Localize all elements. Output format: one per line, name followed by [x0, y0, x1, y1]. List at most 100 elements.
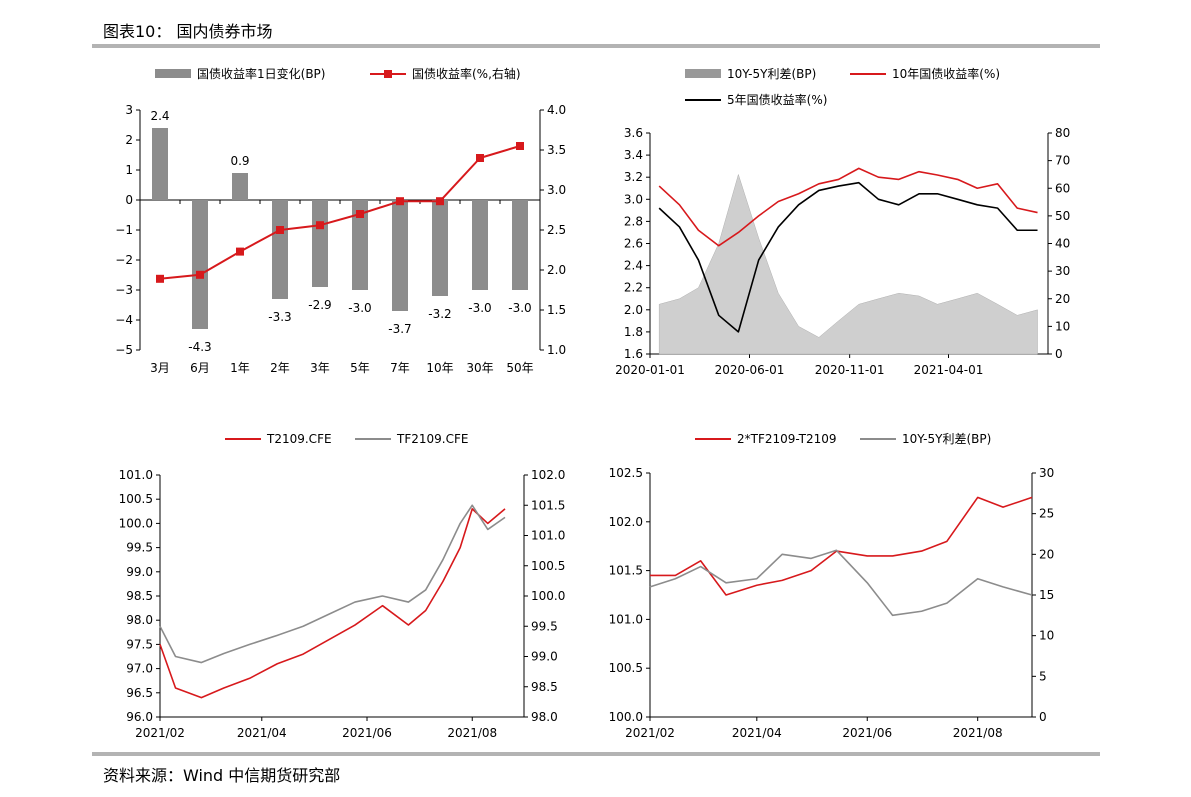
x-tick-label: 1年 [230, 361, 250, 375]
left-tick-label: −2 [115, 253, 133, 267]
left-tick-label: 100.0 [119, 516, 153, 530]
bar-data-label: -3.0 [508, 301, 531, 315]
bar-data-label: 2.4 [150, 109, 169, 123]
yield-point [356, 210, 364, 218]
bar [152, 128, 168, 200]
left-tick-label: 102.5 [609, 466, 643, 480]
left-tick-label: 1.8 [624, 325, 643, 339]
bar [432, 200, 448, 296]
bar [312, 200, 328, 287]
left-tick-label: 99.5 [126, 541, 153, 555]
right-tick-label: 100.0 [531, 589, 565, 603]
left-tick-label: 3.6 [624, 126, 643, 140]
left-tick-label: 3.4 [624, 148, 643, 162]
spread-line [649, 549, 1033, 617]
left-tick-label: 101.0 [609, 612, 643, 626]
right-tick-label: 50 [1055, 209, 1070, 223]
x-tick-label: 2021/06 [842, 726, 892, 740]
left-tick-label: 3 [125, 103, 133, 117]
bar-data-label: -2.9 [308, 298, 331, 312]
left-tick-label: 102.0 [609, 515, 643, 529]
bar-data-label: -3.0 [468, 301, 491, 315]
left-tick-label: 98.5 [126, 589, 153, 603]
x-tick-label: 2021/02 [625, 726, 675, 740]
yield-point [436, 197, 444, 206]
left-tick-label: 0 [125, 193, 133, 207]
right-tick-label: 60 [1055, 181, 1070, 195]
left-tick-label: 2.8 [624, 214, 643, 228]
ten-year-yield-line [658, 167, 1038, 247]
x-tick-label: 10年 [426, 361, 453, 375]
yield-point [396, 197, 404, 206]
bar [392, 200, 408, 311]
left-tick-label: −1 [115, 223, 133, 237]
bottom-rule [92, 752, 1100, 756]
x-tick-label: 2021/02 [135, 726, 185, 740]
t2109-line [159, 508, 506, 699]
x-tick-label: 6月 [190, 361, 210, 375]
legend-label: 10Y-5Y利差(BP) [727, 67, 816, 81]
yield-point [476, 154, 484, 162]
tf2109-line [159, 504, 506, 664]
bar-data-label: 0.9 [230, 154, 249, 168]
yield-point [156, 274, 164, 283]
bar [192, 200, 208, 329]
left-tick-label: 101.5 [609, 564, 643, 578]
legend-label: 10Y-5Y利差(BP) [902, 432, 991, 446]
x-tick-label: 30年 [466, 361, 493, 375]
right-tick-label: 15 [1039, 588, 1054, 602]
legend-label: 2*TF2109-T2109 [737, 432, 837, 446]
bond-futures-chart: T2109.CFE TF2109.CFE 101.0 100.5 100.0 99.5 99… [119, 432, 566, 740]
right-tick-label: 25 [1039, 507, 1054, 521]
x-tick-label: 2021-04-01 [914, 363, 984, 377]
bar [272, 200, 288, 299]
right-tick-label: 10 [1055, 319, 1070, 333]
legend-label: TF2109.CFE [396, 432, 468, 446]
left-tick-label: 101.0 [119, 468, 153, 482]
x-tick-label: 2020-11-01 [815, 363, 885, 377]
right-tick-label: 102.0 [531, 468, 565, 482]
left-tick-label: 2.4 [624, 259, 643, 273]
bar-data-label: -3.0 [348, 301, 371, 315]
legend-label: 国债收益率(%,右轴) [412, 66, 521, 81]
left-tick-label: 100.5 [609, 661, 643, 675]
right-tick-label: 3.0 [547, 183, 566, 197]
yield-line [159, 145, 521, 280]
left-tick-label: 2 [125, 133, 133, 147]
right-tick-label: 80 [1055, 126, 1070, 140]
right-tick-label: 40 [1055, 237, 1070, 251]
left-tick-label: −3 [115, 283, 133, 297]
right-tick-label: 99.0 [531, 650, 558, 664]
x-tick-label: 5年 [350, 361, 370, 375]
left-tick-label: 97.5 [126, 637, 153, 651]
right-tick-label: 99.5 [531, 619, 558, 633]
top-rule [92, 44, 1100, 48]
bar [472, 200, 488, 290]
right-tick-label: 2.5 [547, 223, 566, 237]
yield-point [236, 247, 244, 256]
right-tick-label: 20 [1039, 547, 1054, 561]
left-tick-label: 100.0 [609, 710, 643, 724]
legend-label: T2109.CFE [266, 432, 332, 446]
legend-label: 国债收益率1日变化(BP) [197, 66, 325, 81]
yield-point [516, 142, 524, 150]
source-note: 资料来源：Wind 中信期货研究部 [103, 766, 341, 785]
x-tick-label: 2021/06 [342, 726, 392, 740]
left-tick-label: 98.0 [126, 613, 153, 627]
x-tick-label: 50年 [506, 361, 533, 375]
bar-data-label: -3.3 [268, 310, 291, 324]
right-tick-label: 101.0 [531, 529, 565, 543]
spread-area [658, 173, 1038, 355]
futures-spread-chart: 2*TF2109-T2109 10Y-5Y利差(BP) 102.5 102.0 101.… [609, 432, 1055, 740]
legend-swatch-bar [685, 69, 721, 78]
yield-point [276, 226, 284, 234]
five-year-yield-line [658, 181, 1038, 333]
x-tick-label: 2021/08 [447, 726, 497, 740]
yield-spread-chart: 10Y-5Y利差(BP) 10年国债收益率(%) 5年国债收益率(%) 3.6 3.4 3… [615, 66, 1070, 377]
legend-swatch-marker [384, 70, 392, 78]
legend-swatch-bar [155, 69, 191, 78]
right-tick-label: 4.0 [547, 103, 566, 117]
right-tick-label: 30 [1039, 466, 1054, 480]
left-tick-label: 2.0 [624, 303, 643, 317]
right-tick-label: 1.5 [547, 303, 566, 317]
